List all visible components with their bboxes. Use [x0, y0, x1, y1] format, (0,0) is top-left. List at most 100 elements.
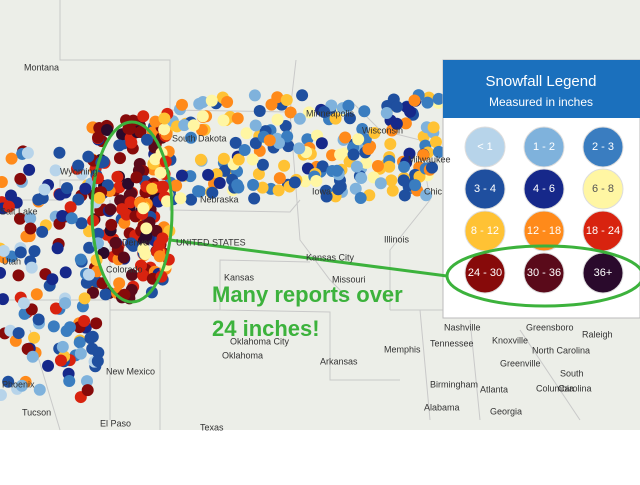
report-dot [288, 176, 301, 189]
legend-swatch [464, 168, 506, 210]
report-dots [0, 89, 445, 404]
place-label: Texas [200, 422, 224, 432]
report-dot [125, 187, 138, 200]
report-dot [79, 182, 92, 195]
report-dot [272, 137, 285, 150]
report-dot [47, 320, 60, 333]
report-dot [0, 293, 9, 306]
report-dot [380, 106, 393, 119]
report-dot [56, 209, 69, 222]
legend-label: 12 - 18 [527, 225, 561, 237]
legend-label: 18 - 24 [586, 225, 620, 237]
annotation-shapes [90, 120, 640, 308]
report-dot [427, 121, 440, 134]
report-dot [5, 152, 18, 165]
place-label: Nashville [444, 322, 481, 332]
report-dot [130, 171, 143, 184]
report-dot [429, 136, 442, 149]
legend-swatch [582, 126, 624, 168]
place-label: Oklahoma City [230, 336, 290, 346]
place-label: Tennessee [430, 338, 474, 348]
report-dot [82, 150, 95, 163]
report-dot [310, 174, 323, 187]
place-label: Knoxville [492, 335, 528, 345]
report-dot [65, 212, 78, 225]
report-dot [158, 112, 171, 125]
report-dot [350, 160, 363, 173]
report-dot [2, 200, 15, 213]
report-dot [280, 93, 293, 106]
report-dot [217, 152, 230, 165]
place-label: Salt Lake [0, 206, 38, 216]
report-dot [0, 175, 8, 188]
place-label: Utah [2, 256, 21, 266]
report-dot [78, 292, 91, 305]
place-label: Arkansas [320, 356, 358, 366]
report-dot [137, 243, 150, 256]
report-dot [49, 164, 62, 177]
report-dot [28, 245, 41, 258]
report-dot [15, 379, 28, 392]
place-label: Alabama [424, 402, 460, 412]
legend-swatch [582, 168, 624, 210]
report-dot [92, 227, 105, 240]
report-dot [116, 203, 129, 216]
report-dot [28, 331, 41, 344]
report-dot [113, 139, 126, 152]
report-dot [73, 336, 86, 349]
report-dot [42, 359, 55, 372]
report-dot [371, 159, 384, 172]
report-dot [425, 161, 438, 174]
report-dot [409, 179, 422, 192]
place-label: Colorado [106, 264, 143, 274]
place-label: Atlanta [480, 384, 508, 394]
report-dot [408, 94, 421, 107]
place-label: Greenville [500, 358, 541, 368]
legend-swatch [523, 252, 565, 294]
place-label: Georgia [490, 406, 522, 416]
place-label: Iowa [312, 186, 331, 196]
legend-items: < 1 1 - 2 2 - 3 3 - 4 4 - 6 6 - 8 8 - 12 12 - 1… [464, 126, 624, 294]
report-dot [342, 99, 355, 112]
annotation-text: Many reports over [212, 282, 403, 307]
report-dot [252, 167, 265, 180]
place-label: Phoenix [2, 379, 35, 389]
report-dot [175, 98, 188, 111]
report-dot [91, 355, 104, 368]
report-dot [206, 186, 219, 199]
legend-label: 3 - 4 [474, 183, 496, 195]
report-dot [299, 175, 312, 188]
report-dot [187, 119, 200, 132]
report-dot [417, 148, 430, 161]
report-dot [154, 166, 167, 179]
report-dot [104, 203, 117, 216]
report-dot [24, 222, 37, 235]
report-dot [360, 156, 373, 169]
report-dot [334, 148, 347, 161]
report-dot [157, 180, 170, 193]
report-dot [141, 133, 154, 146]
legend-swatch [523, 126, 565, 168]
place-label: Greensboro [526, 322, 574, 332]
place-label: Denver [122, 237, 151, 247]
place-label: Wisconsin [362, 125, 403, 135]
report-dot [140, 222, 153, 235]
report-dot [354, 191, 367, 204]
place-label: UNITED STATES [176, 237, 246, 247]
place-label: Nebraska [200, 194, 239, 204]
report-dot [146, 182, 159, 195]
report-dot [0, 389, 7, 402]
report-dot [196, 95, 209, 108]
report-dot [178, 119, 191, 132]
report-dot [33, 383, 46, 396]
report-dot [54, 354, 67, 367]
report-dot [117, 251, 130, 264]
report-dot [17, 297, 30, 310]
report-dot [383, 160, 396, 173]
report-dot [80, 375, 93, 388]
report-dot [390, 117, 403, 130]
report-dot [303, 106, 316, 119]
report-dot [247, 178, 260, 191]
report-dot [99, 288, 112, 301]
